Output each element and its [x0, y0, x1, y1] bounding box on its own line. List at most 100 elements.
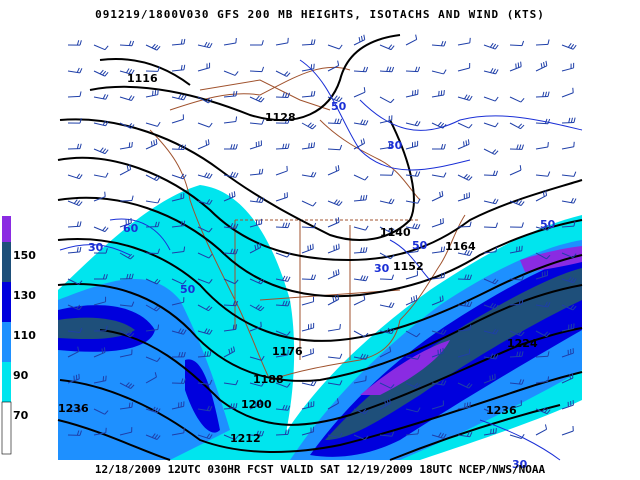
wind-barb-flag	[156, 435, 161, 440]
height-label: 1176	[272, 345, 303, 358]
wind-barb	[197, 278, 210, 284]
wind-barb-flag	[495, 222, 498, 228]
height-label: 1236	[58, 402, 89, 415]
wind-barb-flag	[412, 223, 416, 229]
wind-barb-flag	[337, 165, 340, 171]
wind-barb-flag	[414, 66, 418, 72]
wind-barb	[353, 142, 365, 150]
wind-barb	[119, 70, 132, 75]
wind-barb-flag	[439, 296, 442, 302]
wind-barb	[327, 148, 341, 151]
wind-barb-flag	[105, 121, 109, 126]
wind-barb-flag	[230, 171, 234, 177]
wind-barb-flag	[254, 244, 257, 250]
wind-barb-flag	[469, 274, 473, 280]
legend-swatch-max	[2, 216, 11, 242]
wind-barb	[509, 330, 522, 337]
wind-barb-flag	[228, 348, 231, 354]
wind-barb-flag	[389, 346, 392, 352]
wind-barb	[379, 44, 392, 51]
wind-barb-flag	[388, 44, 393, 49]
wind-barb-flag	[78, 305, 83, 311]
wind-barb	[223, 304, 237, 307]
wind-barb	[275, 433, 289, 436]
wind-barb	[301, 352, 314, 358]
wind-barb-flag	[131, 301, 135, 307]
wind-barb	[171, 69, 184, 72]
wind-barb	[431, 404, 444, 410]
wind-barb	[509, 303, 523, 306]
wind-barb-flag	[388, 66, 392, 72]
wind-barb-flag	[492, 353, 496, 359]
isotach-fill-150-west	[58, 317, 135, 340]
wind-barb-flag	[286, 383, 291, 388]
wind-barb-flag	[547, 171, 551, 177]
wind-barb	[171, 251, 184, 254]
isotach-label: 50	[540, 218, 556, 231]
wind-barb-flag	[287, 118, 290, 124]
wind-barb-flag	[104, 149, 109, 154]
wind-barb-flag	[547, 91, 550, 97]
wind-barb	[353, 174, 366, 181]
wind-barb-flag	[365, 194, 368, 200]
wind-barb-flag	[362, 275, 366, 281]
wind-barb	[171, 43, 184, 46]
wind-barb	[457, 382, 470, 389]
wind-barb-flag	[128, 402, 131, 408]
wind-barb-flag	[183, 351, 186, 358]
wind-barb	[197, 200, 210, 205]
wind-barb-flag	[388, 142, 391, 148]
wind-barb-flag	[313, 90, 316, 96]
wind-barb	[249, 246, 261, 254]
wind-barb	[379, 200, 392, 205]
wind-barb	[353, 122, 366, 126]
wind-barb-flag	[362, 408, 367, 414]
wind-barb-flag	[153, 305, 159, 311]
wind-barb-flag	[313, 39, 316, 45]
wind-barb-flag	[417, 171, 421, 177]
wind-barb-flag	[572, 44, 577, 50]
wind-barb-flag	[206, 351, 209, 357]
wind-barb-flag	[570, 277, 575, 283]
wind-barb-flag	[287, 429, 290, 435]
wind-barb-flag	[102, 148, 107, 153]
wind-barb-flag	[358, 37, 361, 43]
wind-barb	[561, 146, 574, 150]
wind-barb-flag	[521, 275, 525, 281]
wind-barb-flag	[229, 193, 231, 199]
wind-barb	[275, 408, 288, 411]
wind-barb	[483, 70, 496, 75]
wind-barb-flag	[544, 408, 549, 413]
wind-barb	[301, 122, 313, 130]
wind-barb-flag	[388, 398, 392, 404]
wind-barb	[353, 299, 366, 306]
height-label: 1140	[380, 226, 411, 239]
wind-barb-flag	[183, 246, 186, 252]
wind-barb-flag	[154, 434, 159, 439]
wind-barb-flag	[337, 294, 340, 300]
wind-barb-flag	[151, 406, 156, 412]
wind-barb	[301, 431, 314, 436]
wind-barb-flag	[156, 408, 161, 414]
wind-barb-flag	[363, 294, 366, 300]
wind-barb-flag	[284, 222, 288, 228]
wind-barbs	[67, 34, 577, 441]
wind-barb-flag	[183, 220, 186, 226]
wind-barb	[249, 403, 262, 410]
wind-barb-flag	[547, 376, 550, 382]
wind-barb-flag	[544, 424, 548, 430]
wind-barb-flag	[440, 272, 443, 278]
wind-barb-flag	[130, 255, 135, 260]
wind-barb-flag	[337, 217, 340, 223]
wind-barb-flag	[260, 279, 265, 285]
wind-barb-flag	[336, 200, 341, 205]
wind-barb-flag	[568, 117, 571, 123]
wind-barb	[119, 146, 132, 150]
wind-barb-flag	[102, 274, 106, 280]
wind-barb	[405, 145, 418, 150]
wind-barb-flag	[364, 175, 369, 181]
wind-barb-flag	[495, 354, 499, 360]
wind-barb	[457, 434, 470, 438]
wind-barb	[275, 330, 288, 336]
wind-barb-flag	[206, 433, 211, 439]
